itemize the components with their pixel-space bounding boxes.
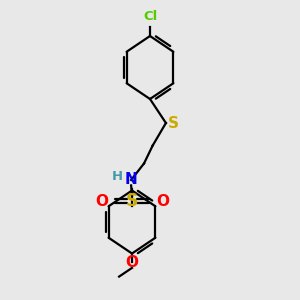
Text: Cl: Cl — [143, 11, 157, 23]
Text: N: N — [125, 172, 137, 188]
Text: O: O — [125, 255, 139, 270]
Text: O: O — [156, 194, 169, 208]
Text: H: H — [111, 170, 123, 184]
Text: O: O — [95, 194, 108, 208]
Text: S: S — [167, 116, 178, 130]
Text: S: S — [126, 192, 138, 210]
